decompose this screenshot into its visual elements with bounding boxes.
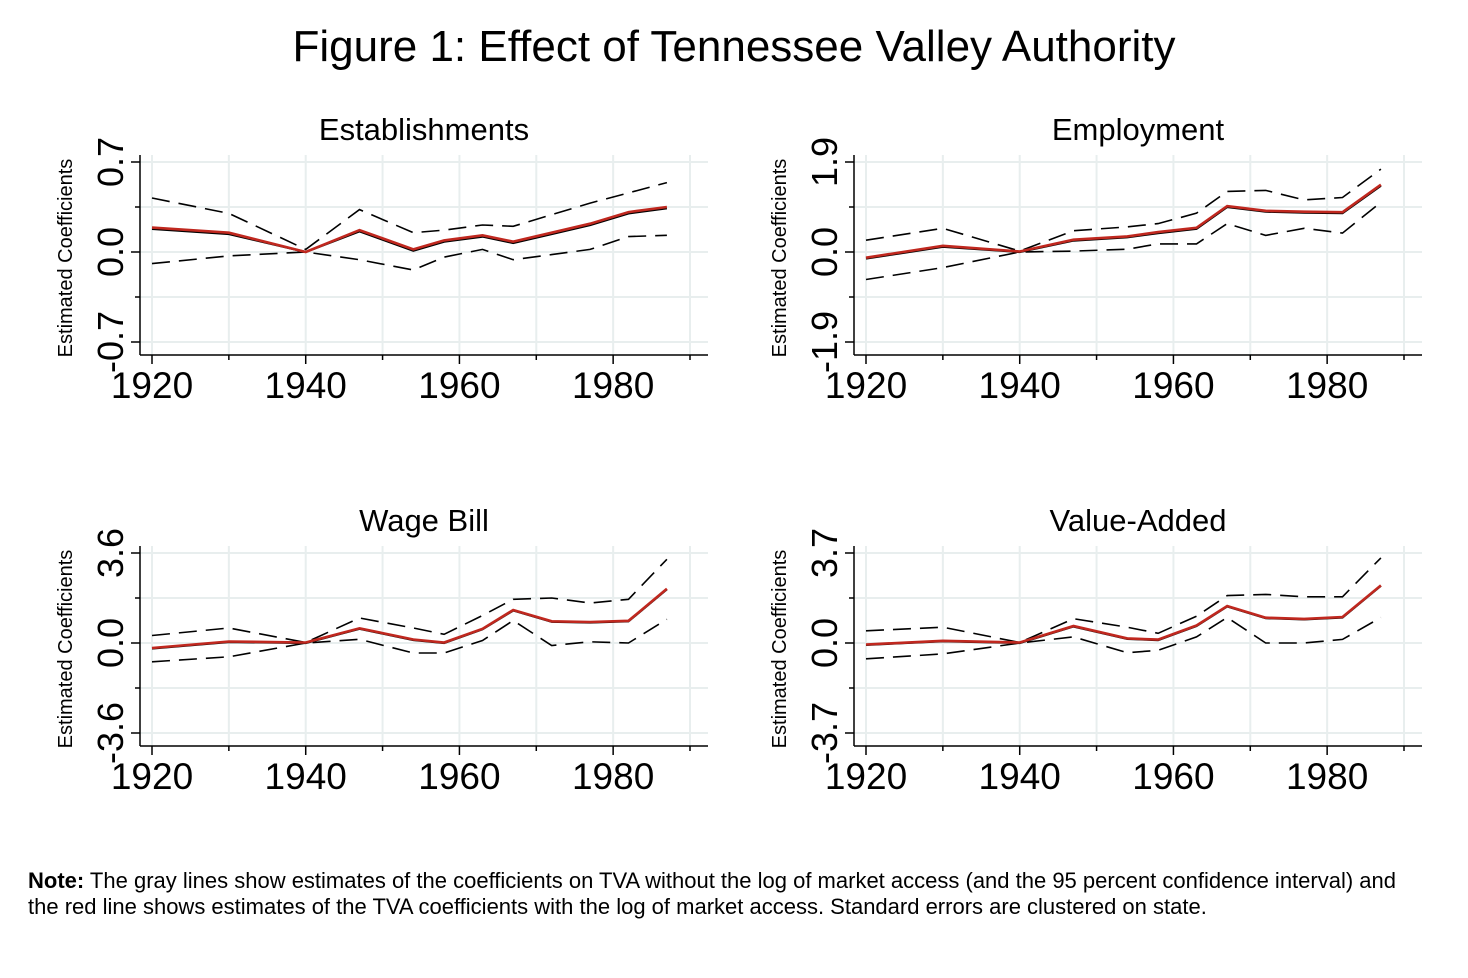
series-line-ci-lower [865, 201, 1382, 281]
chart-svg: Establishments 1920 1940 1960 1980 -0.7 0.0 0.7… [55, 112, 708, 406]
grid-lines [854, 155, 1422, 355]
grid-lines [854, 546, 1422, 746]
y-axis-title: Estimated Coefficients [769, 159, 791, 358]
chart-panel-establishments: Establishments 1920 1940 1960 1980 -0.7 0.0 0.7… [0, 105, 734, 495]
y-tick-label: 3.7 [804, 528, 845, 578]
y-tick-label: -3.6 [90, 702, 131, 764]
figure-title: Figure 1: Effect of Tennessee Valley Aut… [292, 22, 1176, 71]
chart-panel-employment: Employment 1920 1940 1960 1980 -1.9 0.0 1.9 Esti… [714, 105, 1448, 495]
y-tick-label: -3.7 [804, 702, 845, 764]
note-text: The gray lines show estimates of the coe… [28, 868, 1396, 919]
x-tick-label: 1920 [825, 756, 907, 797]
series-line-ci-upper [151, 181, 668, 251]
y-tick-label: 0.0 [90, 227, 131, 277]
y-tick-label: 0.0 [804, 618, 845, 668]
series-line-red-with-market-access [151, 587, 668, 650]
chart-svg: Employment 1920 1940 1960 1980 -1.9 0.0 1.9 Esti… [769, 112, 1422, 406]
y-tick-label: -0.7 [90, 311, 131, 373]
y-tick-label: 3.6 [90, 528, 131, 578]
x-tick-label: 1920 [111, 756, 193, 797]
y-tick-label: 0.0 [90, 618, 131, 668]
series-line-ci-lower [151, 234, 667, 271]
chart-panel-value-added: Value-Added 1920 1940 1960 1980 -3.7 0.0 3.7 Est… [714, 496, 1448, 886]
chart-svg: Wage Bill 1920 1940 1960 1980 -3.6 0.0 3.6 Estim… [55, 503, 708, 797]
y-axis-title: Estimated Coefficients [55, 550, 77, 749]
y-axis-title: Estimated Coefficients [55, 159, 77, 358]
x-tick-label: 1980 [1286, 365, 1368, 406]
chart-svg: Value-Added 1920 1940 1960 1980 -3.7 0.0 3.7 Est… [769, 503, 1422, 797]
x-tick-label: 1940 [265, 756, 347, 797]
note-label: Note: [28, 868, 85, 893]
series-line-ci-upper [865, 557, 1382, 644]
series-line-ci-upper [865, 168, 1382, 252]
x-tick-label: 1940 [979, 365, 1061, 406]
panel-title: Employment [1052, 112, 1225, 147]
panel-title: Wage Bill [359, 503, 489, 538]
x-tick-label: 1920 [111, 365, 193, 406]
x-tick-label: 1960 [1132, 756, 1214, 797]
series-line-red-with-market-access [151, 205, 668, 254]
series-line-ci-upper [151, 558, 668, 644]
y-tick-label: 1.9 [804, 137, 845, 187]
x-tick-label: 1960 [418, 365, 500, 406]
panel-title: Value-Added [1050, 503, 1227, 538]
grid-lines [140, 546, 708, 746]
series-line-ci-lower [865, 616, 1382, 660]
series-line-red-with-market-access [865, 183, 1382, 259]
series-line-ci-lower [151, 618, 668, 663]
y-axis-title: Estimated Coefficients [769, 550, 791, 749]
series-line-red-with-market-access [865, 584, 1382, 646]
x-tick-label: 1980 [572, 365, 654, 406]
x-tick-label: 1920 [825, 365, 907, 406]
x-tick-label: 1960 [1132, 365, 1214, 406]
x-tick-label: 1940 [979, 756, 1061, 797]
x-tick-label: 1940 [265, 365, 347, 406]
y-tick-label: -1.9 [804, 311, 845, 373]
grid-lines [140, 155, 708, 355]
x-tick-label: 1980 [572, 756, 654, 797]
y-tick-label: 0.7 [90, 137, 131, 187]
x-tick-label: 1960 [418, 756, 500, 797]
y-tick-label: 0.0 [804, 227, 845, 277]
x-tick-label: 1980 [1286, 756, 1368, 797]
panel-title: Establishments [319, 112, 529, 147]
chart-panel-wage-bill: Wage Bill 1920 1940 1960 1980 -3.6 0.0 3.6 Estim… [0, 496, 734, 886]
figure-note: Note: The gray lines show estimates of t… [28, 868, 1408, 920]
